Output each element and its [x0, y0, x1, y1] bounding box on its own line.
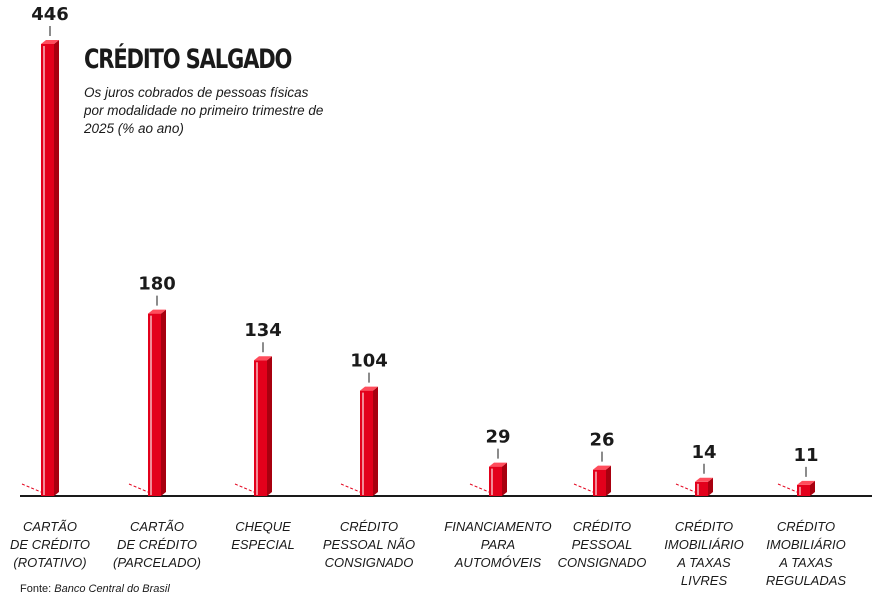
x-tick-label-line: REGULADAS [766, 573, 847, 588]
bar [41, 44, 54, 496]
bar-top [489, 462, 507, 467]
data-label: 26 [589, 430, 614, 451]
data-label: 104 [350, 351, 388, 372]
x-tick-label: FINANCIAMENTO PARA AUTOMÓVEIS [444, 519, 551, 570]
bar-side [708, 477, 713, 496]
x-tick-label-line: CRÉDITO [777, 519, 835, 534]
x-tick-label: CRÉDITO PESSOAL CONSIGNADO [558, 519, 647, 570]
data-label: 446 [31, 4, 69, 25]
x-tick-label-line: ESPECIAL [231, 537, 295, 552]
x-tick-label-line: CRÉDITO [573, 519, 631, 534]
x-tick-label-line: PESSOAL NÃO [323, 537, 415, 552]
bar-side [267, 356, 272, 496]
data-label: 29 [485, 427, 510, 448]
x-tick-label: CRÉDITO IMOBILIÁRIO A TAXAS LIVRES [664, 519, 743, 588]
bar-side [373, 386, 378, 496]
x-tick-label-line: IMOBILIÁRIO [766, 537, 845, 552]
bar-top [797, 480, 815, 485]
x-tick-label: CHEQUE ESPECIAL [231, 519, 295, 552]
x-tick-label-line: CONSIGNADO [558, 555, 647, 570]
x-tick-label-line: (PARCELADO) [113, 555, 201, 570]
source-name: Banco Central do Brasil [54, 583, 170, 595]
x-tick-label: CARTÃO DE CRÉDITO (ROTATIVO) [10, 519, 90, 570]
bar-side [606, 465, 611, 496]
bar-side [502, 462, 507, 496]
bar-top [360, 386, 378, 391]
data-label: 134 [244, 320, 282, 341]
x-tick-label: CRÉDITO PESSOAL NÃO CONSIGNADO [323, 519, 415, 570]
bar-top [593, 465, 611, 470]
bar-side [54, 40, 59, 496]
x-tick-label-line: CHEQUE [235, 519, 291, 534]
x-tick-label-line: CRÉDITO [340, 519, 398, 534]
source-note: Fonte: Banco Central do Brasil [20, 583, 170, 595]
x-tick-label-line: CRÉDITO [675, 519, 733, 534]
x-tick-label: CARTÃO DE CRÉDITO (PARCELADO) [113, 519, 201, 570]
bar-side [161, 309, 166, 496]
bar-top [41, 40, 59, 44]
bar [797, 484, 810, 496]
x-tick-label-line: LIVRES [681, 573, 728, 588]
x-tick-label-line: DE CRÉDITO [117, 537, 197, 552]
x-tick-label-line: IMOBILIÁRIO [664, 537, 743, 552]
data-label: 14 [691, 442, 716, 463]
bar [254, 360, 267, 496]
x-tick-label-line: A TAXAS [676, 555, 731, 570]
x-tick-label: CRÉDITO IMOBILIÁRIO A TAXAS REGULADAS [766, 519, 847, 588]
bar [148, 313, 161, 496]
x-tick-label-line: DE CRÉDITO [10, 537, 90, 552]
x-tick-label-line: PARA [481, 537, 515, 552]
x-tick-label-line: PESSOAL [572, 537, 633, 552]
bar [593, 469, 606, 496]
data-label: 11 [793, 445, 818, 466]
data-label: 180 [138, 274, 176, 295]
x-tick-label-line: CARTÃO [23, 519, 77, 534]
chart-subtitle: Os juros cobrados de pessoas físicas por… [84, 85, 324, 136]
x-tick-label-line: FINANCIAMENTO [444, 519, 551, 534]
x-tick-label-line: A TAXAS [778, 555, 833, 570]
x-tick-label-line: AUTOMÓVEIS [454, 555, 542, 570]
bar-top [254, 356, 272, 361]
chart-title: CRÉDITO SALGADO [84, 44, 292, 75]
bar-top [148, 309, 166, 314]
x-tick-label-line: (ROTATIVO) [13, 555, 86, 570]
x-tick-label-line: CARTÃO [130, 519, 184, 534]
x-tick-label-line: CONSIGNADO [325, 555, 414, 570]
bar-top [695, 477, 713, 482]
bar-side [810, 480, 815, 496]
bar [489, 466, 502, 496]
source-prefix: Fonte: [20, 583, 52, 595]
bar [360, 390, 373, 496]
bar [695, 481, 708, 496]
